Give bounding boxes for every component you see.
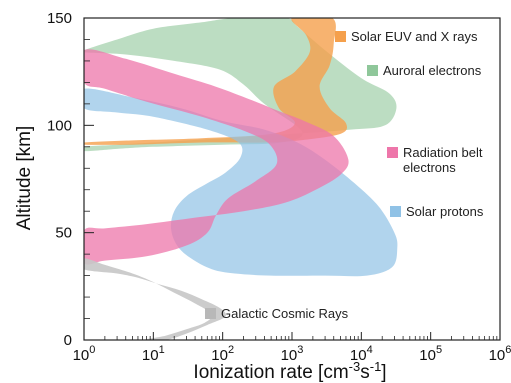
legend-item-solar-protons: Solar protons [390, 204, 484, 219]
x-tick-label: 103 [281, 344, 304, 364]
x-tick-label: 101 [142, 344, 165, 364]
legend-item-solar-euv-and-x-rays: Solar EUV and X rays [335, 29, 478, 44]
legend-item-galactic-cosmic-rays: Galactic Cosmic Rays [205, 306, 349, 321]
legend-swatch [387, 147, 398, 158]
axis-layer: 100 101 102 103 104 105 106 0 50 100 150 [47, 10, 511, 364]
x-tick-label: 104 [350, 344, 373, 364]
y-tick-label: 150 [47, 10, 72, 27]
x-tick-label: 100 [73, 344, 96, 364]
y-axis-title: Altitude [km] [14, 126, 35, 231]
legend-label: Solar EUV and X rays [351, 29, 478, 44]
legend: Solar EUV and X rays Auroral electrons Rad… [205, 29, 484, 321]
series-band-galactic-cosmic-rays [84, 258, 227, 340]
x-tick-label: 102 [211, 344, 234, 364]
series-band-solar-protons [84, 88, 398, 277]
legend-swatch [205, 308, 216, 319]
legend-swatch [367, 65, 378, 76]
series-band-radiation-belt-electrons [84, 49, 349, 265]
y-tick-label: 50 [55, 225, 72, 242]
series-layer [84, 18, 398, 340]
x-tick-label: 106 [489, 344, 511, 364]
legend-label: Radiation belt electrons [403, 145, 483, 175]
legend-swatch [390, 206, 401, 217]
y-tick-label: 0 [64, 332, 72, 349]
x-tick-label: 105 [419, 344, 442, 364]
y-tick-label: 100 [47, 117, 72, 134]
x-axis-title: Ionization rate [cm-3s-1] [193, 359, 386, 383]
legend-label: Galactic Cosmic Rays [221, 306, 349, 321]
legend-label: Solar protons [406, 204, 484, 219]
legend-item-radiation-belt-electrons: Radiation belt electrons [387, 145, 483, 175]
legend-label: Auroral electrons [383, 63, 482, 78]
legend-item-auroral-electrons: Auroral electrons [367, 63, 482, 78]
legend-swatch [335, 31, 346, 42]
